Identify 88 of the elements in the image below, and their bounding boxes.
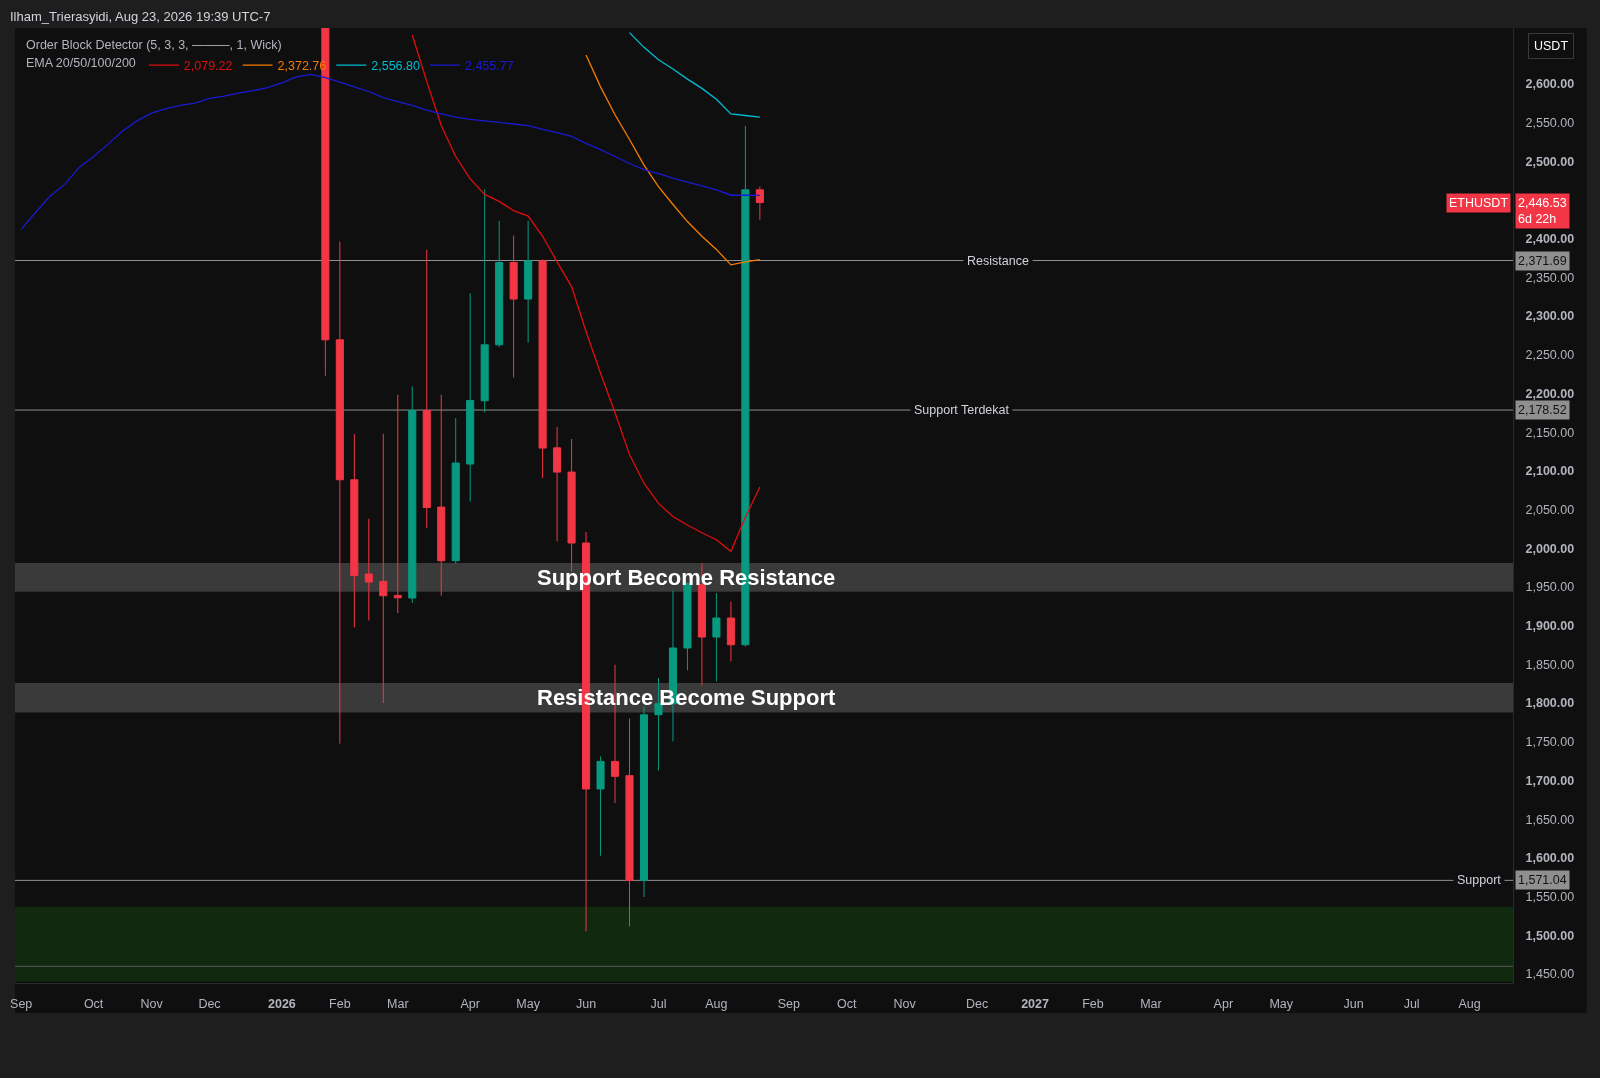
y-tick-label: 2,150.00	[1525, 425, 1575, 440]
x-tick-label: Oct	[837, 997, 858, 1011]
x-tick-label: Sep	[777, 997, 800, 1011]
x-tick-label: Dec	[965, 997, 989, 1011]
y-tick-label: 2,550.00	[1525, 115, 1575, 130]
x-tick-label: Jul	[650, 997, 667, 1011]
x-tick-label: Aug	[705, 997, 728, 1011]
x-tick-label: Dec	[198, 997, 221, 1011]
y-tick-label: 1,700.00	[1525, 773, 1575, 788]
x-tick-label: Aug	[1458, 997, 1481, 1011]
y-tick-label: 2,200.00	[1525, 386, 1575, 401]
candlestick	[393, 394, 402, 614]
candlestick	[495, 220, 504, 348]
x-tick-label: May	[516, 997, 541, 1011]
y-tick-label: 2,000.00	[1525, 541, 1575, 556]
x-tick-label: Jun	[575, 997, 597, 1011]
candlestick	[408, 385, 417, 604]
y-tick-label: 2,600.00	[1525, 77, 1575, 92]
y-tick-label: 1,650.00	[1525, 812, 1575, 827]
y-tick-label: 1,600.00	[1525, 851, 1575, 866]
x-tick-label: May	[1269, 997, 1294, 1011]
y-tick-label: 1,800.00	[1525, 696, 1575, 711]
x-tick-label: Nov	[140, 997, 164, 1011]
candlestick	[437, 394, 446, 597]
candlestick	[755, 185, 764, 221]
legend-label: 2,079.22	[183, 59, 233, 73]
candlestick	[538, 258, 547, 479]
candlestick	[712, 592, 721, 682]
candlestick	[524, 220, 533, 343]
x-tick-label: Feb	[1082, 997, 1104, 1011]
y-tick-label: 1,550.00	[1525, 890, 1575, 905]
y-tick-label: 2,050.00	[1525, 502, 1575, 517]
y-tick-label: 1,950.00	[1525, 580, 1575, 595]
candlestick	[451, 417, 460, 565]
candlestick	[596, 755, 605, 857]
candlestick	[509, 234, 518, 378]
legend-label: 2,556.80	[371, 59, 420, 73]
y-tick-label: 1,500.00	[1525, 928, 1575, 943]
line-series	[20, 73, 761, 230]
x-tick-label: Apr	[1213, 997, 1234, 1011]
x-tick-label: Sep	[10, 997, 33, 1011]
y-tick-label: 2,500.00	[1525, 154, 1575, 169]
candlestick	[567, 438, 576, 572]
candlestick	[335, 241, 344, 745]
y-tick-label: 2,350.00	[1525, 270, 1575, 285]
chart-title: Ilham_Trierasyidi, Aug 23, 2026 19:39 UTC-7	[10, 8, 271, 24]
candlestick	[480, 188, 489, 413]
x-tick-label: Apr	[460, 997, 480, 1011]
x-tick-label: Nov	[893, 997, 917, 1011]
y-tick-label: 1,450.00	[1525, 967, 1575, 982]
y-tick-label: 1,750.00	[1525, 735, 1575, 750]
legend-title: EMA 20/50/100/200	[25, 55, 136, 70]
x-tick-label: Feb	[329, 997, 351, 1011]
candlestick	[364, 518, 373, 621]
candlestick	[639, 705, 649, 898]
x-tick-label: 2026	[268, 997, 296, 1011]
ref-line-label: Support	[1457, 873, 1502, 887]
text: 2,178.52	[1518, 403, 1567, 417]
text: 1,571.04	[1518, 873, 1567, 887]
y-tick-label: 2,400.00	[1525, 231, 1575, 246]
x-tick-label: Oct	[83, 997, 104, 1011]
candlestick	[422, 249, 431, 529]
legend-label: 2,455.77	[464, 59, 514, 73]
text: 2,446.53 6d 22h	[1518, 196, 1567, 227]
candlestick	[553, 426, 562, 542]
y-tick-label: 1,850.00	[1525, 657, 1575, 672]
y-tick-label: 2,250.00	[1525, 348, 1575, 363]
x-tick-label: Jul	[1403, 997, 1420, 1011]
candlestick	[350, 433, 359, 628]
annotation: ETHUSDT	[1449, 196, 1509, 210]
x-tick-label: 2027	[1021, 997, 1049, 1011]
candlestick	[625, 718, 634, 927]
y-tick-label: 1,900.00	[1525, 619, 1575, 634]
annotation: Order Block Detector (5, 3, 3, ———, 1, Wick)	[26, 38, 282, 52]
y-tick-label: 2,300.00	[1525, 309, 1575, 324]
line-series	[628, 32, 761, 118]
line-series	[585, 54, 761, 266]
x-tick-label: Mar	[387, 997, 409, 1011]
text: USDT	[1534, 39, 1569, 53]
candlestick	[466, 292, 475, 502]
text: 2,371.69	[1518, 254, 1567, 268]
x-tick-label: Mar	[1140, 997, 1162, 1011]
ref-line-label: Resistance	[967, 254, 1029, 268]
y-tick-label: 2,100.00	[1525, 464, 1575, 479]
ref-line-label: Support Terdekat	[914, 403, 1010, 417]
candlestick	[726, 600, 735, 662]
x-tick-label: Jun	[1343, 997, 1364, 1011]
candlestick	[379, 433, 388, 704]
